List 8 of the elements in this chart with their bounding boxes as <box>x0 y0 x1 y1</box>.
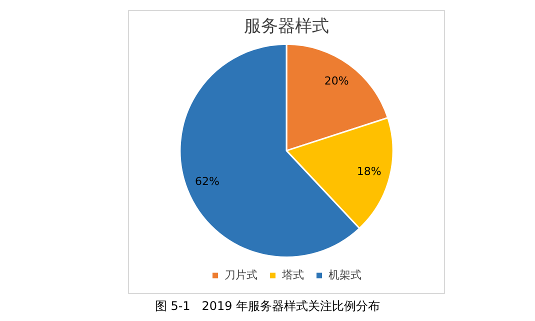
data-label: 18% <box>356 164 382 178</box>
data-label: 62% <box>195 174 220 188</box>
legend-label: 塔式 <box>280 268 304 282</box>
legend-label: 机架式 <box>328 268 362 282</box>
legend-label: 刀片式 <box>224 268 258 282</box>
chart-title: 服务器样式 <box>244 16 329 37</box>
caption: 图 5-1 2019 年服务器样式关注比例分布 <box>154 298 382 315</box>
data-label: 20% <box>324 74 349 88</box>
